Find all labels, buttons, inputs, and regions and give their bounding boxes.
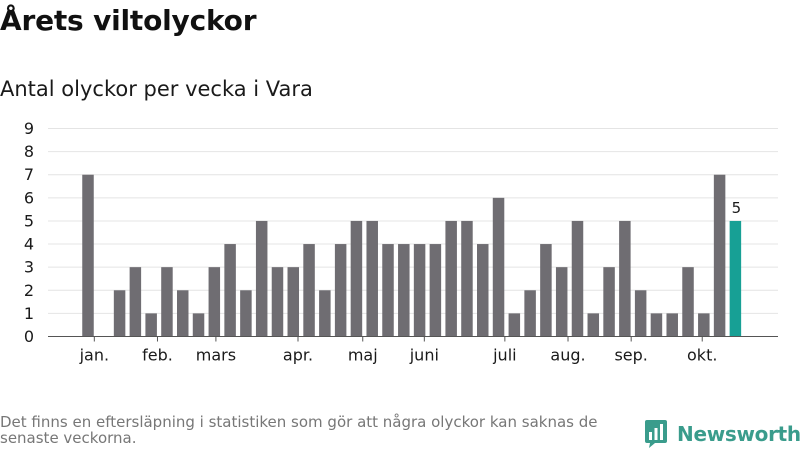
x-tick-label: jan. — [79, 346, 109, 365]
bar — [303, 244, 315, 337]
bar — [398, 244, 410, 337]
bar — [540, 244, 552, 337]
footnote: Det finns en eftersläpning i statistiken… — [0, 413, 598, 447]
bar-chart: 0 1 2 3 4 5 6 7 8 9 5 jan. feb. mars apr. maj juni juli au… — [24, 119, 778, 365]
x-tick-label: juni — [409, 346, 439, 365]
bar — [240, 290, 252, 337]
y-tick-label: 7 — [24, 165, 34, 184]
bar — [555, 267, 568, 337]
bar — [698, 313, 710, 337]
y-tick-label: 3 — [24, 258, 34, 277]
x-tick-label: juli — [492, 346, 516, 365]
bar — [429, 244, 442, 337]
x-tick-label: feb. — [142, 346, 173, 365]
bar — [366, 220, 378, 337]
bar — [650, 313, 663, 337]
bar — [319, 290, 331, 337]
y-tick-label: 6 — [24, 188, 34, 207]
chart-title: Årets viltolyckor — [0, 4, 257, 37]
brand-name: Newsworthy — [677, 422, 800, 446]
bar — [634, 290, 647, 337]
bar — [571, 220, 584, 337]
x-tick-label: mars — [196, 346, 236, 365]
bar — [524, 290, 536, 337]
bar — [682, 267, 694, 337]
bar — [382, 244, 394, 337]
highlighted-bar — [729, 220, 742, 337]
bar — [82, 174, 94, 337]
x-tick-label: apr. — [283, 346, 313, 365]
chart-subtitle: Antal olyckor per vecka i Vara — [0, 77, 313, 101]
bar — [445, 220, 457, 337]
bar — [666, 313, 678, 337]
bar — [176, 290, 189, 337]
bar — [161, 267, 173, 337]
bar — [461, 220, 473, 337]
newsworthy-logo-icon — [645, 420, 667, 448]
bar — [113, 290, 126, 337]
x-tick-label: maj — [348, 346, 378, 365]
y-tick-label: 1 — [24, 304, 34, 323]
x-tick-label: okt. — [687, 346, 717, 365]
bar — [334, 244, 347, 337]
bar — [508, 313, 521, 337]
bar — [145, 313, 157, 337]
newsworthy-logo[interactable]: Newsworthy — [643, 419, 800, 449]
bar — [192, 313, 205, 337]
x-tick-label: sep. — [614, 346, 647, 365]
bar — [477, 244, 489, 337]
bar — [587, 313, 600, 337]
bar — [492, 197, 505, 337]
bar — [271, 267, 284, 337]
y-tick-label: 9 — [24, 119, 34, 138]
bar — [350, 220, 363, 337]
bar — [255, 220, 268, 337]
bar — [603, 267, 615, 337]
bar — [224, 244, 236, 337]
bar — [713, 174, 726, 337]
y-tick-label: 4 — [24, 235, 34, 254]
x-tick-label: aug. — [550, 346, 585, 365]
y-tick-label: 8 — [24, 142, 34, 161]
y-tick-label: 5 — [24, 211, 34, 230]
y-tick-label: 2 — [24, 281, 34, 300]
y-tick-label: 0 — [24, 327, 34, 346]
data-label: 5 — [732, 199, 742, 217]
bar — [619, 220, 631, 337]
bar — [413, 244, 426, 337]
bar — [208, 267, 221, 337]
bar — [129, 267, 142, 337]
bar — [287, 267, 300, 337]
